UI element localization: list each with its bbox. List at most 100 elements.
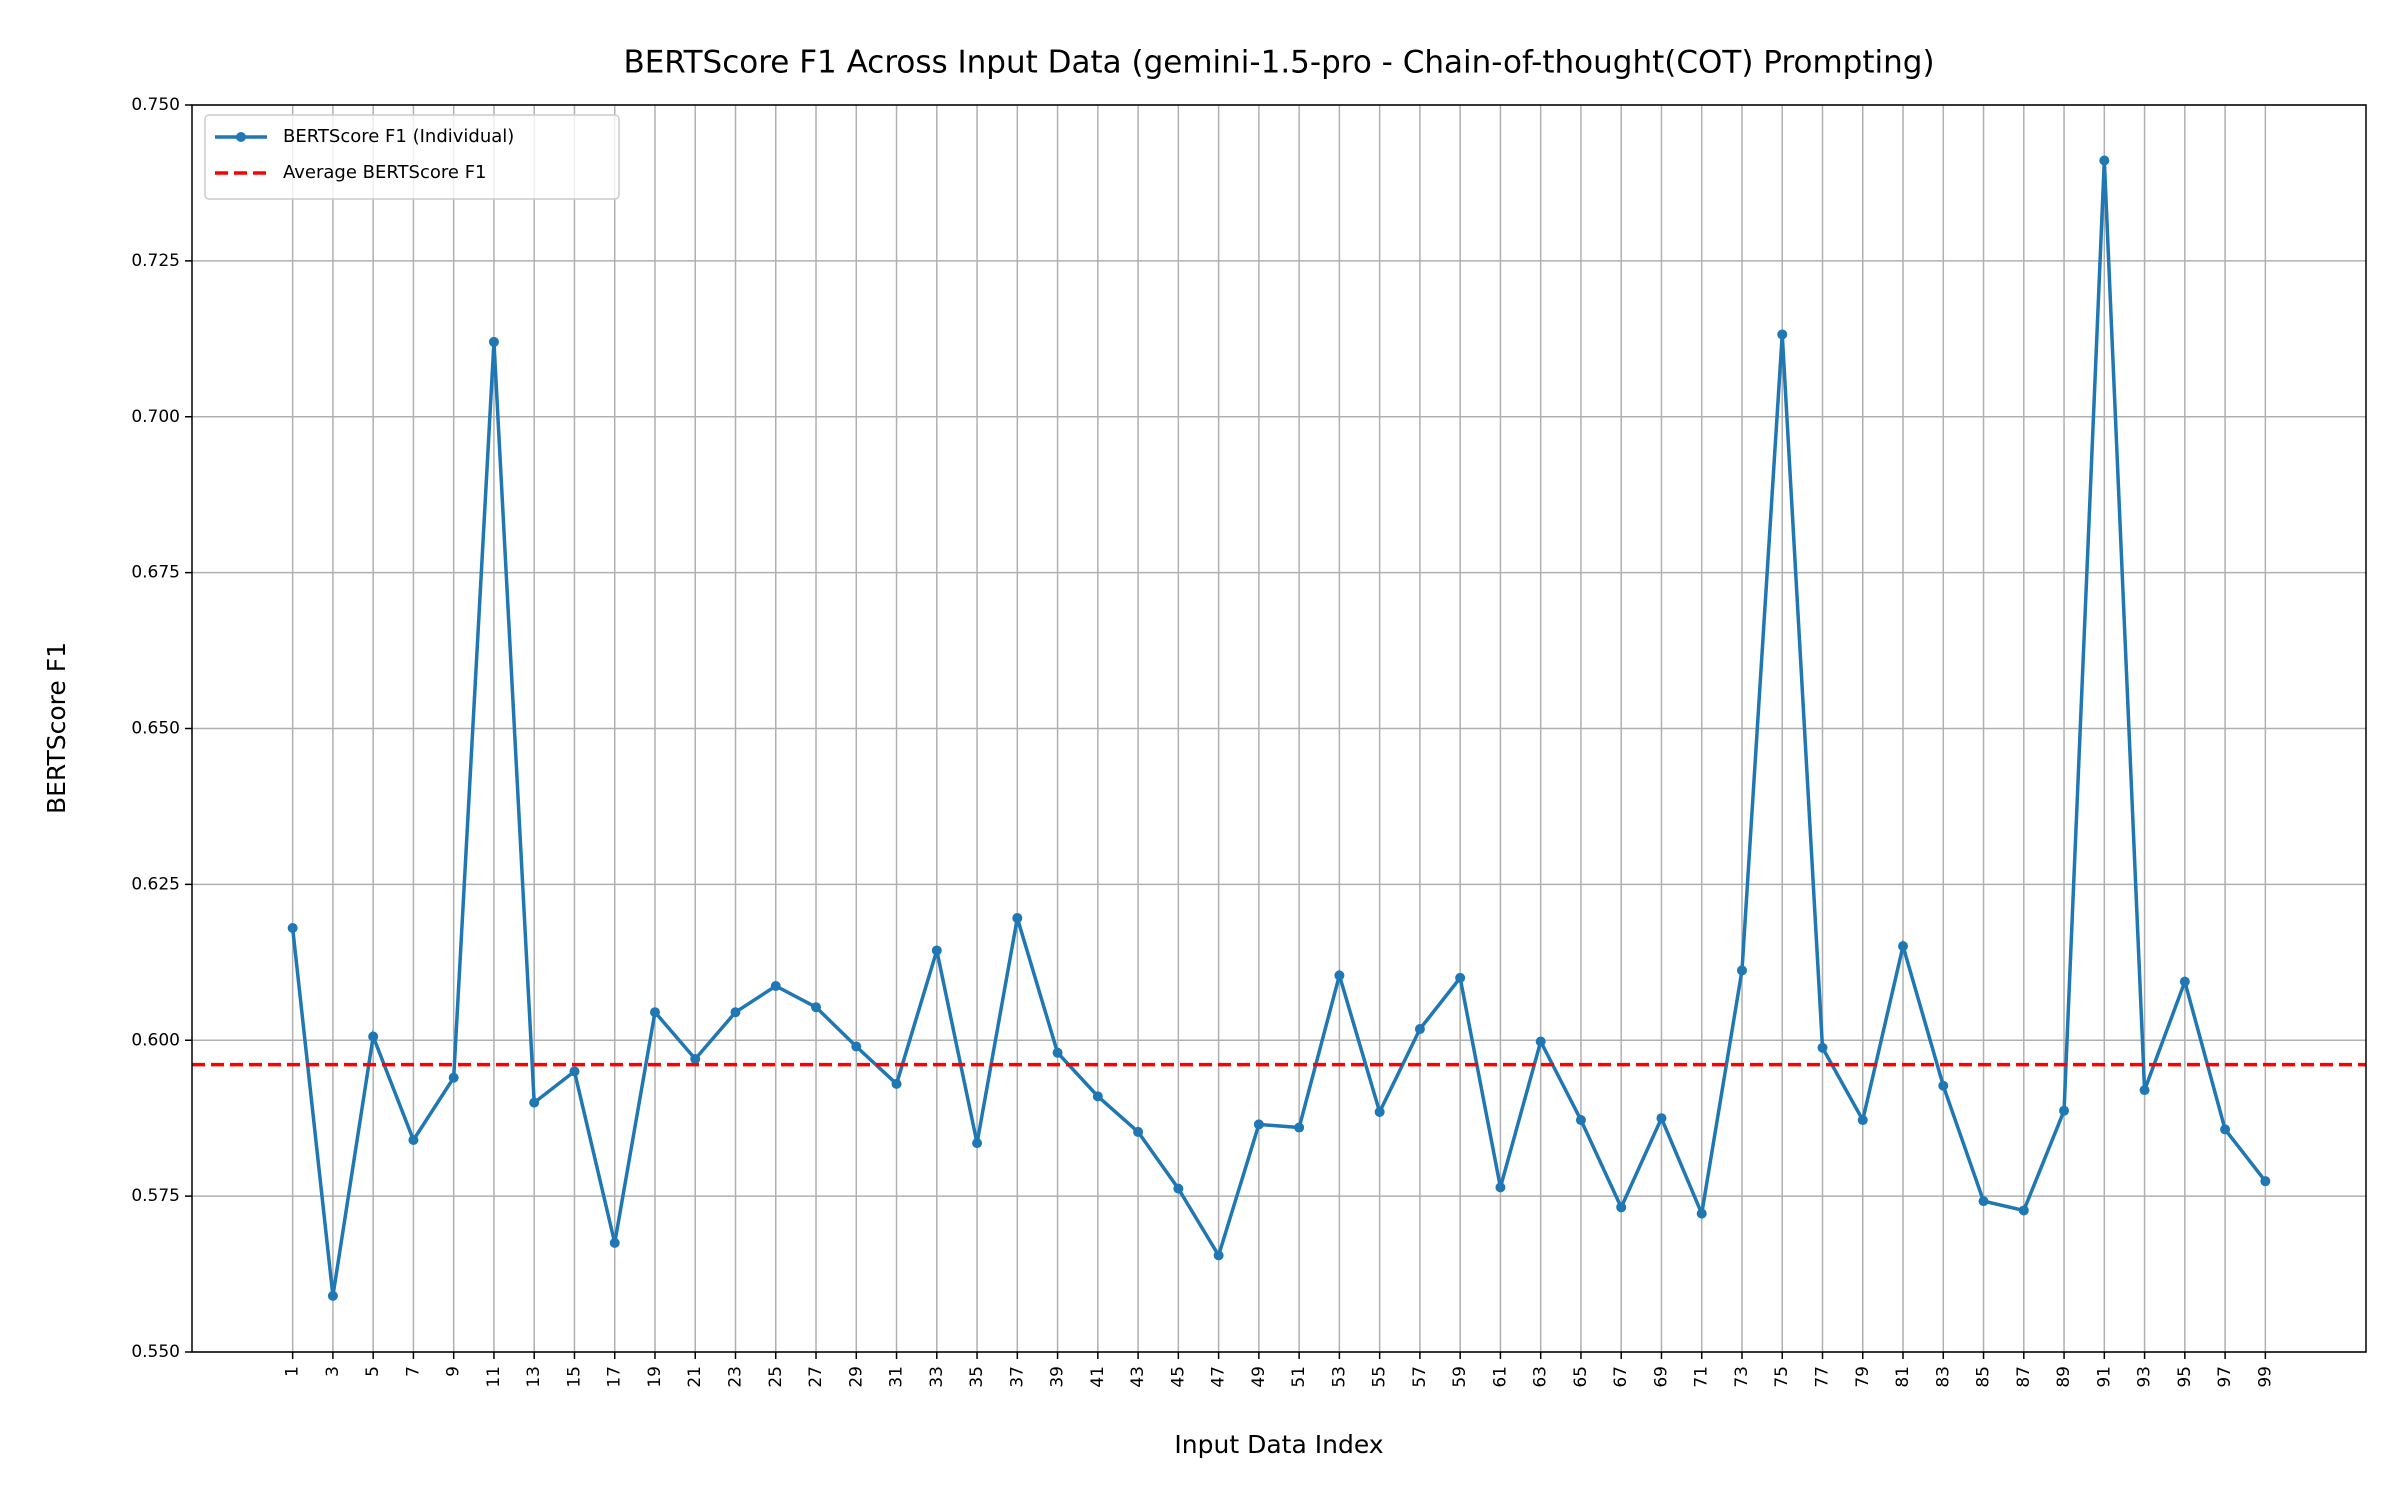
x-tick-label: 9 (444, 1366, 464, 1377)
x-tick-label: 71 (1692, 1366, 1712, 1388)
point (1696, 1208, 1707, 1219)
x-tick-label: 79 (1853, 1366, 1873, 1388)
y-tick-label: 0.625 (131, 874, 180, 894)
point (408, 1135, 419, 1146)
y-tick-label: 0.575 (131, 1186, 180, 1206)
x-tick-label: 65 (1571, 1366, 1591, 1388)
point (1294, 1122, 1305, 1133)
x-tick-label: 39 (1048, 1366, 1068, 1388)
point (287, 923, 298, 934)
x-tick-label: 3 (323, 1366, 343, 1377)
x-tick-label: 21 (685, 1366, 705, 1388)
point (972, 1138, 983, 1149)
point (1052, 1047, 1063, 1058)
legend-marker (236, 132, 246, 142)
x-tick-label: 35 (967, 1366, 987, 1388)
x-tick-label: 51 (1289, 1366, 1309, 1388)
chart-title: BERTScore F1 Across Input Data (gemini-1… (623, 45, 1934, 81)
y-tick-label: 0.550 (131, 1342, 180, 1362)
y-tick-label: 0.675 (131, 563, 180, 583)
x-tick-label: 43 (1128, 1366, 1148, 1388)
y-tick-label: 0.750 (131, 95, 180, 115)
point (569, 1066, 580, 1077)
y-tick-label: 0.700 (131, 407, 180, 427)
y-tick-label: 0.600 (131, 1030, 180, 1050)
point (1213, 1250, 1224, 1261)
point (690, 1053, 701, 1064)
series-line (290, 160, 2267, 1297)
x-tick-label: 1 (283, 1366, 303, 1377)
point (1133, 1126, 1144, 1137)
point (1374, 1106, 1385, 1117)
point (609, 1237, 620, 1248)
point (368, 1031, 379, 1042)
point (1978, 1196, 1989, 1207)
x-tick-label: 67 (1611, 1366, 1631, 1388)
x-tick-label: 91 (2094, 1366, 2114, 1388)
y-tick-label: 0.650 (131, 719, 180, 739)
x-tick-label: 19 (645, 1366, 665, 1388)
x-tick-label: 47 (1209, 1366, 1229, 1388)
point (851, 1041, 862, 1052)
point (2139, 1085, 2150, 1096)
point (1495, 1182, 1506, 1193)
x-tick-label: 89 (2054, 1366, 2074, 1388)
x-tick-label: 15 (564, 1366, 584, 1388)
legend-label: Average BERTScore F1 (283, 162, 487, 183)
legend-label: BERTScore F1 (Individual) (283, 126, 514, 147)
x-tick-label: 11 (484, 1366, 504, 1388)
point (1857, 1115, 1868, 1126)
x-tick-label: 59 (1450, 1366, 1470, 1388)
point (529, 1097, 540, 1108)
x-tick-label: 53 (1329, 1366, 1349, 1388)
legend-box (204, 114, 620, 200)
point (770, 981, 781, 992)
point (2260, 1176, 2271, 1187)
point (1253, 1119, 1264, 1130)
x-tick-label: 29 (846, 1366, 866, 1388)
point (2059, 1105, 2070, 1116)
x-axis-label: Input Data Index (1174, 1430, 1383, 1459)
point (1656, 1113, 1667, 1124)
point (1455, 972, 1466, 983)
point (1334, 970, 1345, 981)
point (1092, 1091, 1103, 1102)
x-tick-label: 63 (1531, 1366, 1551, 1388)
x-tick-label: 23 (726, 1366, 746, 1388)
plot-frame (191, 104, 2367, 1353)
x-tick-label: 31 (887, 1366, 907, 1388)
point (2220, 1124, 2231, 1135)
point (1173, 1183, 1184, 1194)
x-tick-label: 83 (1933, 1366, 1953, 1388)
x-tick-label: 55 (1370, 1366, 1390, 1388)
point (488, 336, 499, 347)
point (1414, 1024, 1425, 1035)
x-tick-label: 95 (2175, 1366, 2195, 1388)
x-tick-label: 61 (1490, 1366, 1510, 1388)
point (649, 1007, 660, 1018)
point (448, 1072, 459, 1083)
point (1535, 1036, 1546, 1047)
x-tick-label: 69 (1651, 1366, 1671, 1388)
point (2099, 155, 2110, 166)
x-tick-label: 99 (2255, 1366, 2275, 1388)
point (811, 1002, 822, 1013)
point (931, 945, 942, 956)
point (1817, 1042, 1828, 1053)
x-tick-label: 97 (2215, 1366, 2235, 1388)
x-tick-label: 73 (1732, 1366, 1752, 1388)
point (1616, 1202, 1627, 1213)
point (1777, 329, 1788, 340)
x-tick-label: 49 (1249, 1366, 1269, 1388)
point (2018, 1205, 2029, 1216)
x-tick-label: 85 (1974, 1366, 1994, 1388)
point (891, 1078, 902, 1089)
point (2179, 976, 2190, 987)
x-tick-label: 93 (2135, 1366, 2155, 1388)
x-tick-label: 13 (524, 1366, 544, 1388)
x-tick-label: 41 (1088, 1366, 1108, 1388)
point (1736, 965, 1747, 976)
y-axis-label: BERTScore F1 (42, 642, 71, 814)
y-tick-label: 0.725 (131, 251, 180, 271)
